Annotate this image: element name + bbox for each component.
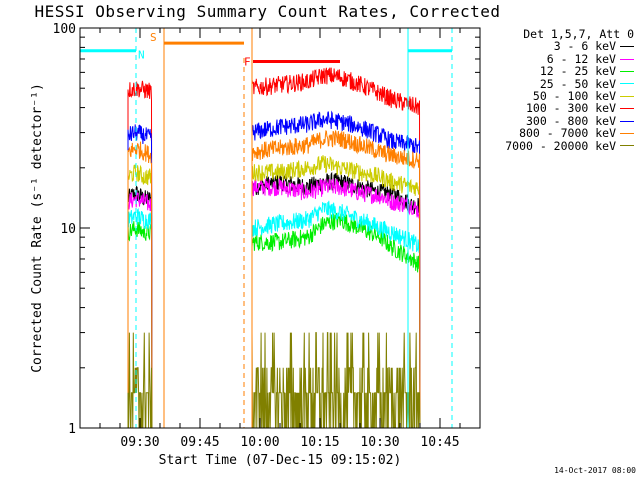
x-tick-label-5: 10:45 bbox=[420, 435, 459, 450]
legend-label: 3 - 6 keV bbox=[553, 39, 616, 54]
legend-item-7: 800 - 7000 keV bbox=[484, 126, 634, 141]
series-line-0-seg-0 bbox=[127, 185, 153, 429]
legend-swatch bbox=[620, 108, 634, 110]
legend-item-2: 12 - 25 keV bbox=[484, 64, 634, 79]
legend-label: 100 - 300 keV bbox=[525, 101, 616, 116]
saa-label: S bbox=[150, 31, 157, 44]
y-tick-label-1: 10 bbox=[60, 222, 76, 237]
y-axis-label: Corrected Count Rate (s⁻¹ detector⁻¹) bbox=[30, 83, 45, 373]
x-tick-label-2: 10:00 bbox=[240, 435, 279, 450]
legend-swatch bbox=[620, 120, 634, 122]
series-line-3-seg-1 bbox=[251, 200, 421, 429]
series-line-8-seg-0 bbox=[127, 332, 153, 429]
flare-label: F bbox=[244, 55, 251, 68]
y-tick-label-2: 100 bbox=[53, 22, 76, 37]
series-line-5-seg-1 bbox=[251, 67, 421, 429]
legend-swatch bbox=[620, 46, 634, 48]
x-tick-label-3: 10:15 bbox=[300, 435, 339, 450]
legend-label: 6 - 12 keV bbox=[546, 51, 616, 66]
legend-label: 7000 - 20000 keV bbox=[505, 138, 616, 153]
legend-label: 12 - 25 keV bbox=[539, 64, 616, 79]
legend-swatch bbox=[620, 70, 634, 72]
legend-label: 25 - 50 keV bbox=[539, 76, 616, 91]
legend-item-3: 25 - 50 keV bbox=[484, 76, 634, 91]
legend-label: 300 - 800 keV bbox=[525, 113, 616, 128]
x-tick-label-4: 10:30 bbox=[360, 435, 399, 450]
legend-swatch bbox=[620, 58, 634, 60]
y-tick-label-0: 1 bbox=[68, 422, 76, 437]
x-tick-label-0: 09:30 bbox=[120, 435, 159, 450]
series-line-3-seg-0 bbox=[127, 207, 153, 429]
legend-header: Det 1,5,7, Att 0 bbox=[523, 27, 634, 41]
legend-item-1: 6 - 12 keV bbox=[484, 51, 634, 66]
x-axis-label: Start Time (07-Dec-15 09:15:02) bbox=[158, 453, 402, 468]
legend-label: 50 - 100 keV bbox=[532, 89, 616, 104]
series-line-5-seg-0 bbox=[127, 80, 153, 429]
series-line-7-seg-0 bbox=[127, 141, 153, 429]
legend-swatch bbox=[620, 83, 634, 85]
series-line-6-seg-1 bbox=[251, 110, 421, 429]
legend-swatch bbox=[620, 132, 634, 134]
series-line-6-seg-0 bbox=[127, 124, 153, 429]
night-label: N bbox=[138, 48, 145, 61]
series-line-1-seg-0 bbox=[127, 192, 153, 429]
legend-label: 800 - 7000 keV bbox=[519, 126, 616, 141]
footer-date: 14-Oct-2017 08:00 bbox=[554, 466, 636, 475]
series-line-8-seg-1 bbox=[251, 332, 421, 429]
x-tick-label-1: 09:45 bbox=[180, 435, 219, 450]
legend-item-0: 3 - 6 keV bbox=[484, 39, 634, 54]
legend-item-4: 50 - 100 keV bbox=[484, 90, 634, 102]
legend-item-6: 300 - 800 keV bbox=[484, 113, 634, 128]
series-line-4-seg-1 bbox=[251, 155, 421, 429]
legend: Det 1,5,7, Att 0 3 - 6 keV 6 - 12 keV 12 -… bbox=[484, 28, 634, 152]
legend-item-8: 7000 - 20000 keV bbox=[484, 138, 634, 153]
chart-title: HESSI Observing Summary Count Rates, Cor… bbox=[34, 2, 501, 21]
series-line-1-seg-1 bbox=[251, 178, 421, 429]
legend-item-5: 100 - 300 keV bbox=[484, 101, 634, 116]
series-line-4-seg-0 bbox=[127, 164, 153, 429]
series-line-7-seg-1 bbox=[251, 130, 421, 429]
legend-swatch bbox=[620, 145, 634, 147]
legend-swatch bbox=[620, 95, 634, 97]
